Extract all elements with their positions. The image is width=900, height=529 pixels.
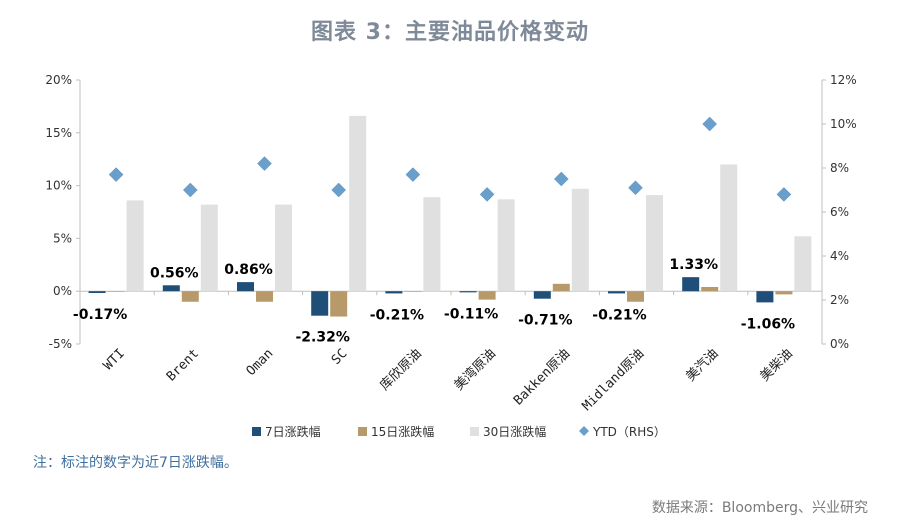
bar-15d (552, 283, 570, 292)
data-label: -0.21% (370, 307, 424, 323)
category-label: Midland原油 (580, 346, 648, 414)
ytd-marker (257, 156, 272, 171)
bar-7d (682, 277, 700, 292)
ytd-marker (553, 171, 569, 187)
left-tick-label: 20% (45, 73, 72, 87)
bar-30d (275, 204, 292, 292)
bar-30d (571, 188, 589, 292)
right-tick-label: 6% (830, 205, 849, 219)
right-tick-label: 10% (830, 117, 857, 131)
bar-15d (627, 291, 644, 302)
legend-swatch (358, 427, 367, 436)
ytd-marker (405, 167, 421, 182)
legend-label: 30日涨跌幅 (483, 424, 546, 439)
category-label: Brent (164, 346, 202, 384)
bar-30d (126, 200, 144, 292)
ytd-marker (702, 116, 718, 132)
bar-7d (756, 291, 774, 303)
bar-7d (237, 282, 254, 292)
bar-15d (330, 291, 348, 317)
left-tick-label: -5% (49, 337, 72, 351)
ytd-marker (108, 167, 124, 182)
right-tick-label: 2% (830, 293, 849, 307)
category-label: 美汽油 (683, 346, 721, 384)
legend-label: 15日涨跌幅 (371, 424, 434, 439)
bar-15d (181, 291, 199, 302)
bar-15d (478, 291, 496, 300)
bar-30d (720, 164, 738, 292)
legend-swatch (470, 427, 479, 436)
bar-30d (423, 197, 441, 292)
category-label: SC (329, 346, 351, 368)
data-label: 1.33% (669, 257, 718, 273)
bar-30d (646, 195, 663, 292)
data-label: 0.56% (150, 265, 199, 281)
right-tick-label: 0% (830, 337, 849, 351)
chart-note: 注：标注的数字为近7日涨跌幅。 (33, 455, 238, 471)
ytd-marker (331, 182, 347, 198)
data-label: -1.06% (741, 316, 795, 332)
data-label: -2.32% (296, 330, 350, 346)
ytd-marker (628, 180, 643, 196)
bar-7d (311, 291, 329, 316)
legend-label: 7日涨跌幅 (265, 424, 321, 439)
data-label: -0.11% (444, 306, 498, 322)
bar-30d (349, 115, 367, 292)
bar-7d (459, 291, 477, 293)
chart-source: 数据来源：Bloomberg、兴业研究 (651, 500, 868, 516)
left-tick-label: 15% (45, 126, 72, 140)
bar-7d (385, 291, 403, 294)
bar-15d (107, 291, 125, 292)
legend-label: YTD（RHS） (592, 425, 666, 439)
right-tick-label: 4% (830, 249, 849, 263)
legend-swatch (579, 426, 589, 436)
bar-7d (608, 291, 625, 294)
ytd-marker (479, 187, 495, 202)
bar-30d (497, 199, 515, 292)
category-label: 美湾原油 (451, 346, 499, 394)
category-label: Oman (244, 346, 277, 379)
ytd-marker (776, 187, 792, 202)
right-tick-label: 8% (830, 161, 849, 175)
data-label: 0.86% (224, 262, 273, 278)
ytd-marker (182, 182, 198, 198)
category-label: 美柴油 (758, 346, 796, 384)
left-tick-label: 5% (53, 231, 72, 245)
bar-15d (404, 291, 422, 292)
data-label: -0.71% (518, 313, 572, 329)
category-label: Bakken原油 (511, 346, 573, 408)
category-label: 库欣原油 (377, 346, 425, 394)
bar-15d (256, 291, 273, 302)
bar-15d (701, 286, 719, 292)
bar-7d (162, 285, 180, 292)
bar-30d (200, 204, 218, 292)
bar-15d (775, 291, 793, 295)
category-label: WTI (101, 346, 128, 373)
legend-swatch (252, 427, 261, 436)
bar-30d (794, 236, 812, 292)
data-label: -0.17% (73, 307, 127, 323)
right-tick-label: 12% (830, 73, 857, 87)
bar-7d (88, 291, 106, 293)
chart-title: 图表 3：主要油品价格变动 (311, 20, 589, 45)
left-tick-label: 0% (53, 284, 72, 298)
data-label: -0.21% (592, 307, 646, 323)
left-tick-label: 10% (45, 179, 72, 193)
bar-7d (533, 291, 551, 299)
